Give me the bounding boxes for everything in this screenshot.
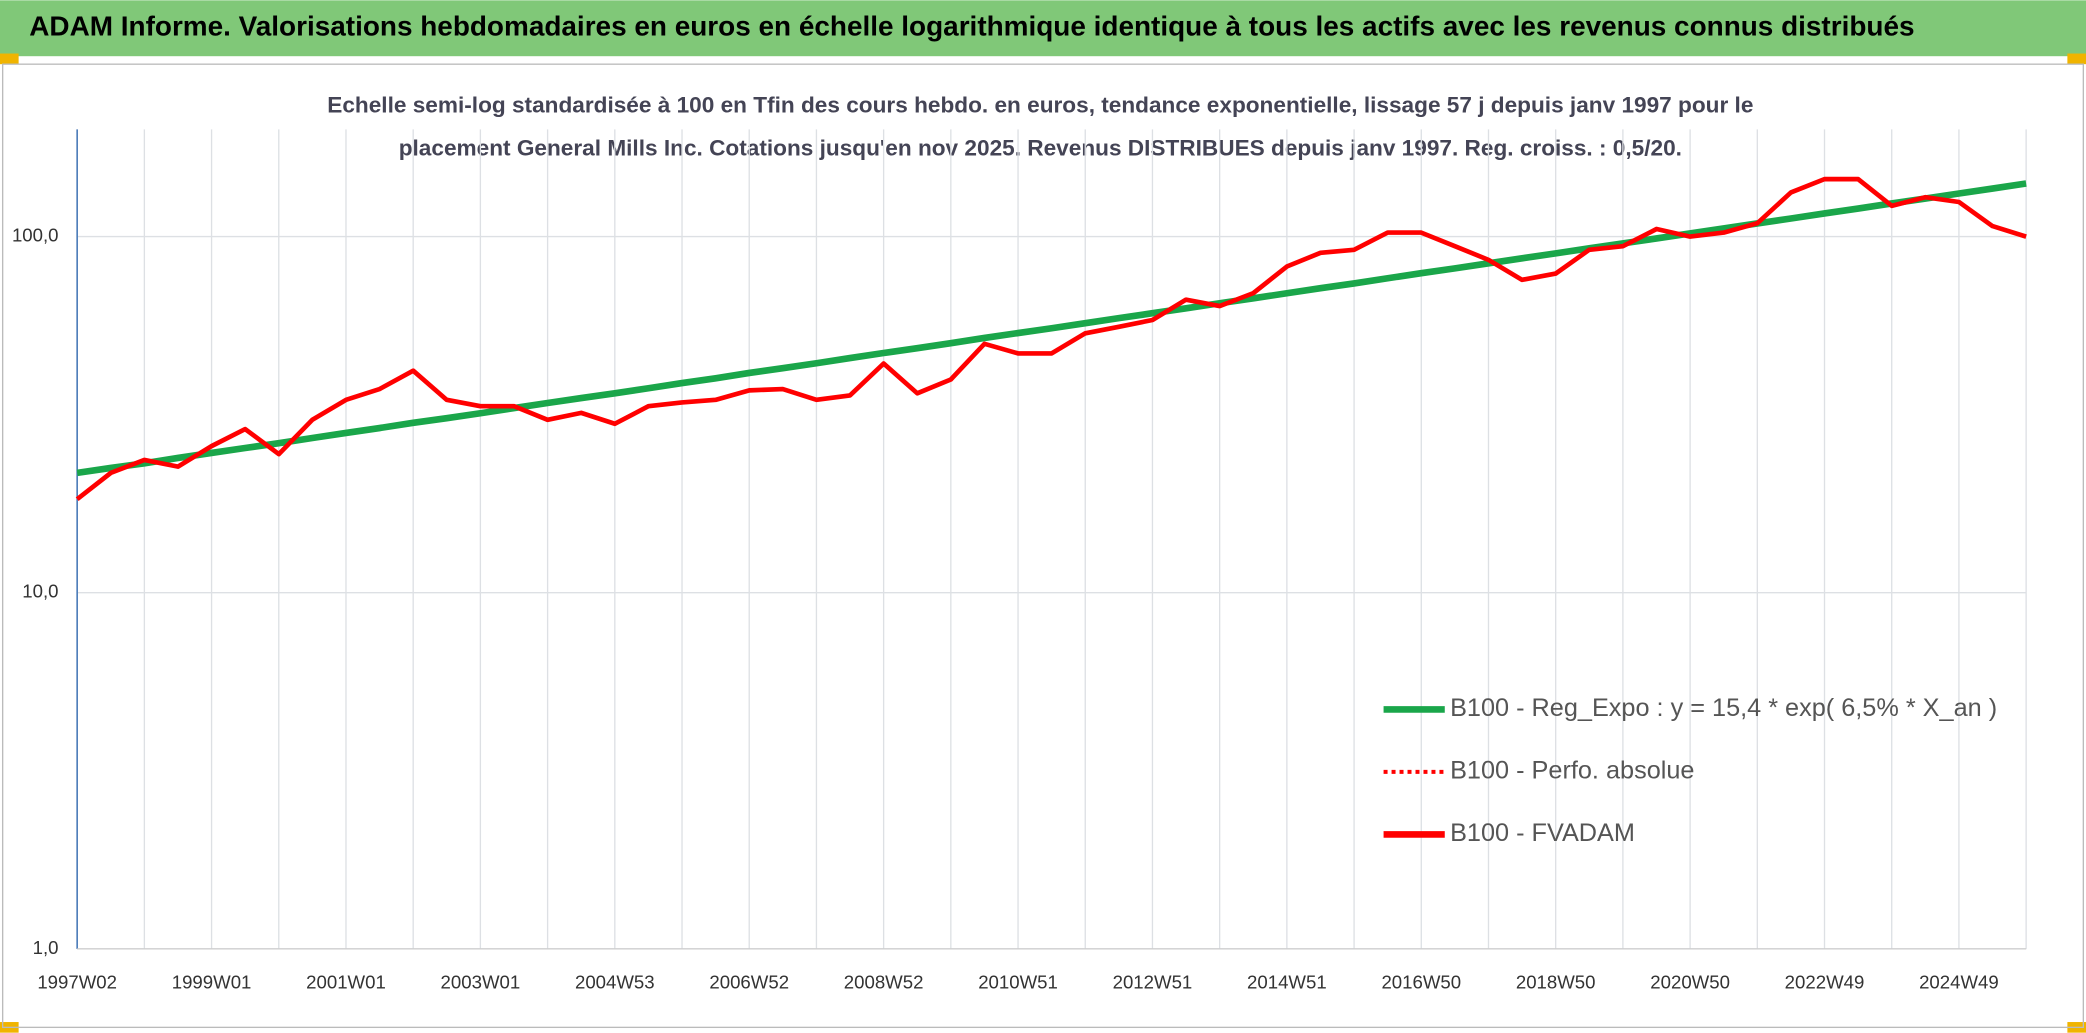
x-tick-label: 2020W50 <box>1650 971 1730 992</box>
frame <box>1 63 2085 1029</box>
legend-label: B100 - FVADAM <box>1450 819 1635 847</box>
x-tick-label: 2014W51 <box>1247 971 1327 992</box>
header-band <box>0 0 2086 57</box>
x-tick-label: 2016W50 <box>1381 971 1461 992</box>
x-tick-label: 2010W51 <box>978 971 1058 992</box>
series-line <box>75 176 2027 502</box>
x-tick-label: 2022W49 <box>1785 971 1865 992</box>
y-tick-label: 10,0 <box>22 581 58 602</box>
subtitle: Echelle semi-log standardisée à 100 en T… <box>327 93 1753 118</box>
x-tick-label: 2003W01 <box>441 971 521 992</box>
x-tick-label: 1997W02 <box>37 971 117 992</box>
header-title: ADAM Informe. Valorisations hebdomadaire… <box>29 11 1914 42</box>
x-tick-label: 2012W51 <box>1113 971 1193 992</box>
x-tick-label: 2006W52 <box>709 971 789 992</box>
y-tick-label: 100,0 <box>12 224 59 245</box>
series-line <box>76 180 2027 477</box>
x-tick-label: 2024W49 <box>1919 971 1999 992</box>
x-tick-label: 2008W52 <box>844 971 924 992</box>
legend-label: B100 - Perfo. absolue <box>1450 757 1694 785</box>
x-tick-label: 2001W01 <box>306 971 386 992</box>
x-tick-label: 2004W53 <box>575 971 655 992</box>
corner <box>0 53 19 65</box>
subtitle: placement General Mills Inc. Cotations j… <box>399 135 1682 160</box>
x-tick-label: 2018W50 <box>1516 971 1596 992</box>
x-tick-label: 1999W01 <box>172 971 252 992</box>
corner <box>2067 53 2086 65</box>
legend-label: B100 - Reg_Expo : y = 15,4 * exp( 6,5% *… <box>1450 694 1997 722</box>
y-tick-label: 1,0 <box>33 937 59 958</box>
